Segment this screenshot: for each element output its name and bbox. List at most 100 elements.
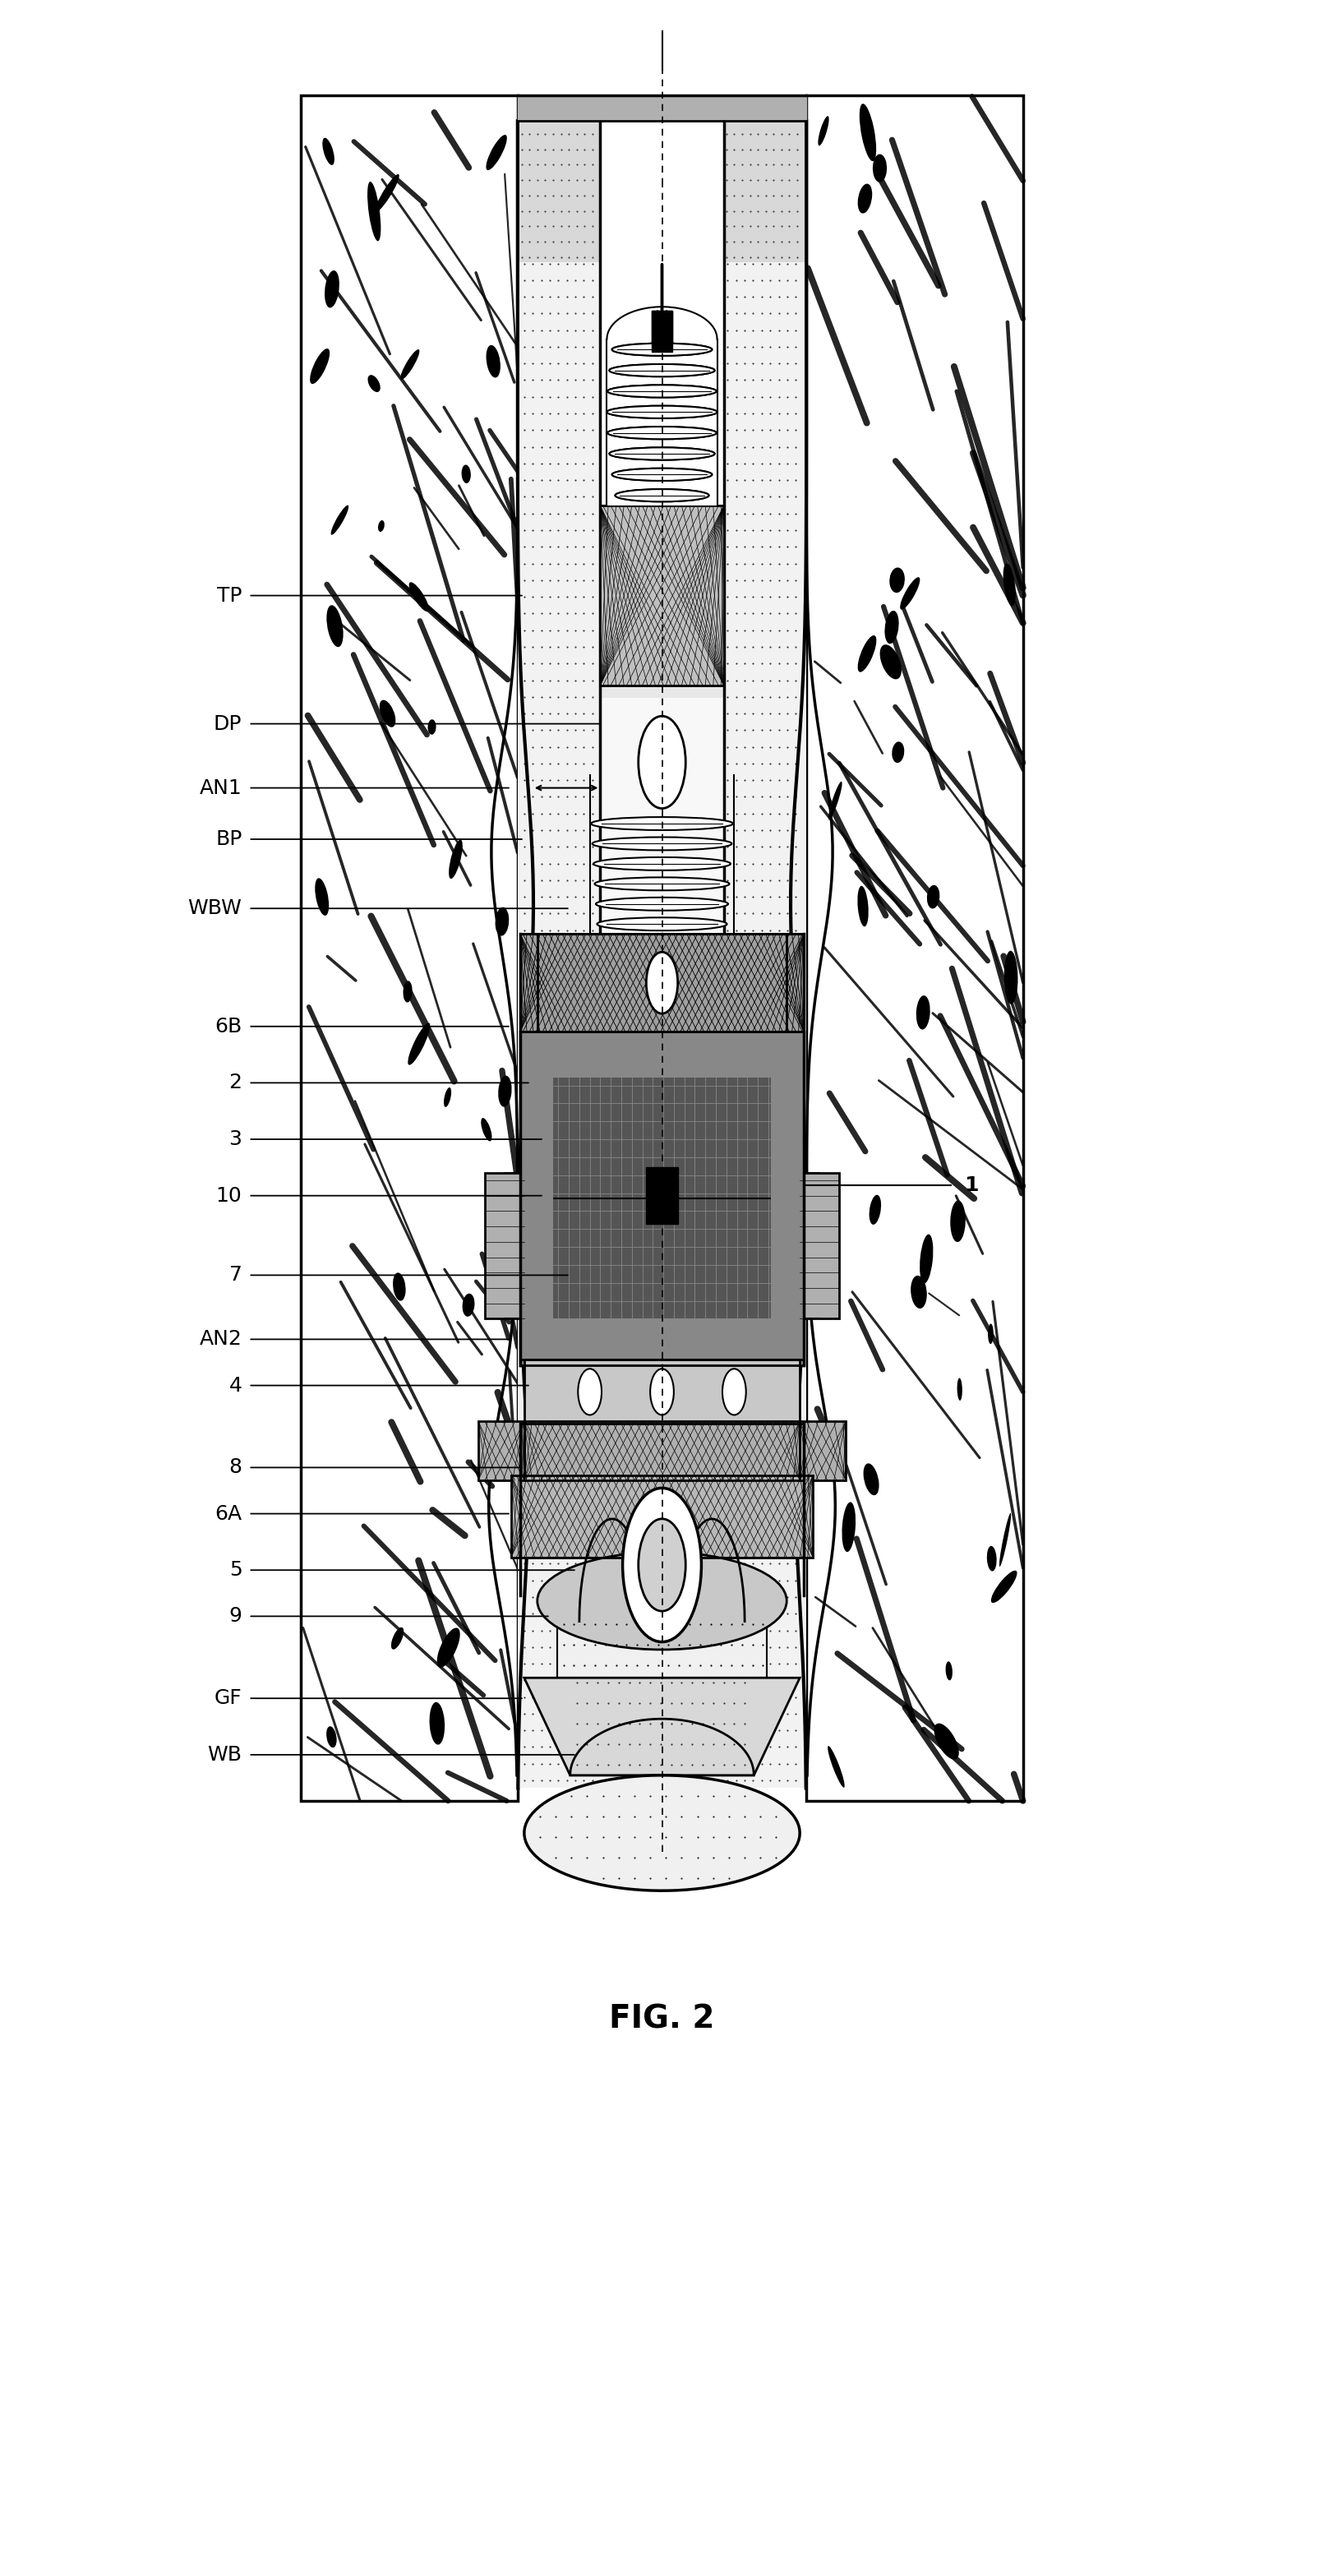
Ellipse shape (428, 719, 436, 734)
Ellipse shape (890, 567, 904, 592)
Circle shape (638, 1520, 686, 1610)
Ellipse shape (951, 1200, 965, 1242)
Ellipse shape (609, 363, 715, 376)
Ellipse shape (858, 183, 873, 214)
Ellipse shape (609, 448, 715, 461)
Ellipse shape (444, 1087, 451, 1108)
Ellipse shape (1004, 951, 1018, 1005)
Text: FIG. 2: FIG. 2 (609, 2004, 715, 2035)
Ellipse shape (462, 464, 471, 484)
Ellipse shape (880, 644, 902, 680)
Ellipse shape (594, 878, 730, 891)
Ellipse shape (486, 134, 507, 170)
Ellipse shape (612, 469, 712, 482)
Circle shape (622, 1489, 702, 1641)
Ellipse shape (863, 1463, 879, 1494)
Bar (600, 108, 726, 1672)
Ellipse shape (612, 343, 712, 355)
Ellipse shape (920, 1234, 933, 1283)
Ellipse shape (1004, 564, 1016, 605)
Bar (485, 1172, 524, 1319)
Bar (524, 1422, 800, 1481)
Ellipse shape (859, 103, 876, 162)
Ellipse shape (858, 886, 869, 927)
Polygon shape (524, 1775, 800, 1891)
Ellipse shape (367, 180, 381, 242)
Ellipse shape (858, 636, 876, 672)
Ellipse shape (829, 781, 842, 819)
Bar (651, 312, 673, 353)
Ellipse shape (869, 1195, 880, 1224)
Bar (800, 1422, 846, 1481)
Ellipse shape (368, 376, 380, 392)
Ellipse shape (1000, 1512, 1012, 1566)
Text: 4: 4 (229, 1376, 242, 1396)
Text: 7: 7 (229, 1265, 242, 1285)
Text: 5: 5 (229, 1561, 242, 1579)
Bar (520, 1030, 804, 1365)
Ellipse shape (375, 175, 399, 211)
Ellipse shape (323, 139, 335, 165)
Ellipse shape (538, 1553, 786, 1649)
Bar (524, 1360, 800, 1425)
Ellipse shape (315, 878, 328, 914)
Text: DP: DP (213, 714, 242, 734)
Ellipse shape (616, 489, 708, 502)
Bar (520, 1030, 553, 1365)
Text: 1: 1 (964, 1175, 978, 1195)
Ellipse shape (310, 348, 330, 384)
Ellipse shape (327, 605, 343, 647)
Ellipse shape (828, 1747, 845, 1788)
Text: 10: 10 (216, 1185, 242, 1206)
Bar (646, 1167, 678, 1224)
Ellipse shape (400, 350, 420, 379)
Text: WBW: WBW (188, 899, 242, 917)
Bar (771, 1030, 804, 1365)
Text: 3: 3 (229, 1128, 242, 1149)
Text: 8: 8 (229, 1458, 242, 1479)
Ellipse shape (606, 407, 718, 417)
Ellipse shape (892, 742, 904, 762)
Bar (511, 1476, 813, 1558)
Bar (520, 1030, 804, 1077)
Bar (722, 121, 806, 1788)
Bar (519, 108, 805, 263)
Ellipse shape (391, 1628, 404, 1649)
Text: 6A: 6A (214, 1504, 242, 1522)
Bar (651, 312, 673, 353)
Ellipse shape (495, 907, 508, 935)
Ellipse shape (462, 1293, 474, 1316)
Ellipse shape (608, 428, 716, 438)
Bar (600, 505, 724, 685)
Polygon shape (524, 1677, 800, 1775)
Bar (806, 95, 1023, 1801)
Ellipse shape (927, 886, 940, 909)
Bar (557, 1607, 767, 1677)
Ellipse shape (324, 270, 339, 307)
Ellipse shape (988, 1324, 993, 1345)
Text: AN1: AN1 (200, 778, 242, 799)
Text: 9: 9 (229, 1607, 242, 1625)
Ellipse shape (986, 1546, 997, 1571)
Ellipse shape (379, 520, 384, 531)
Ellipse shape (402, 981, 412, 1002)
Bar (520, 935, 804, 1030)
Ellipse shape (408, 1023, 430, 1064)
Ellipse shape (933, 1723, 959, 1759)
Ellipse shape (331, 505, 348, 536)
Ellipse shape (409, 582, 429, 611)
Bar (600, 263, 724, 698)
Circle shape (579, 1368, 601, 1414)
Polygon shape (571, 1718, 753, 1775)
Text: WB: WB (208, 1744, 242, 1765)
Circle shape (650, 1368, 674, 1414)
Ellipse shape (616, 489, 708, 502)
Ellipse shape (900, 577, 920, 611)
Circle shape (723, 1368, 745, 1414)
Ellipse shape (609, 448, 715, 461)
Bar (478, 1422, 524, 1481)
Ellipse shape (612, 469, 712, 482)
Circle shape (646, 953, 678, 1012)
Ellipse shape (608, 384, 716, 397)
Ellipse shape (911, 1275, 927, 1309)
